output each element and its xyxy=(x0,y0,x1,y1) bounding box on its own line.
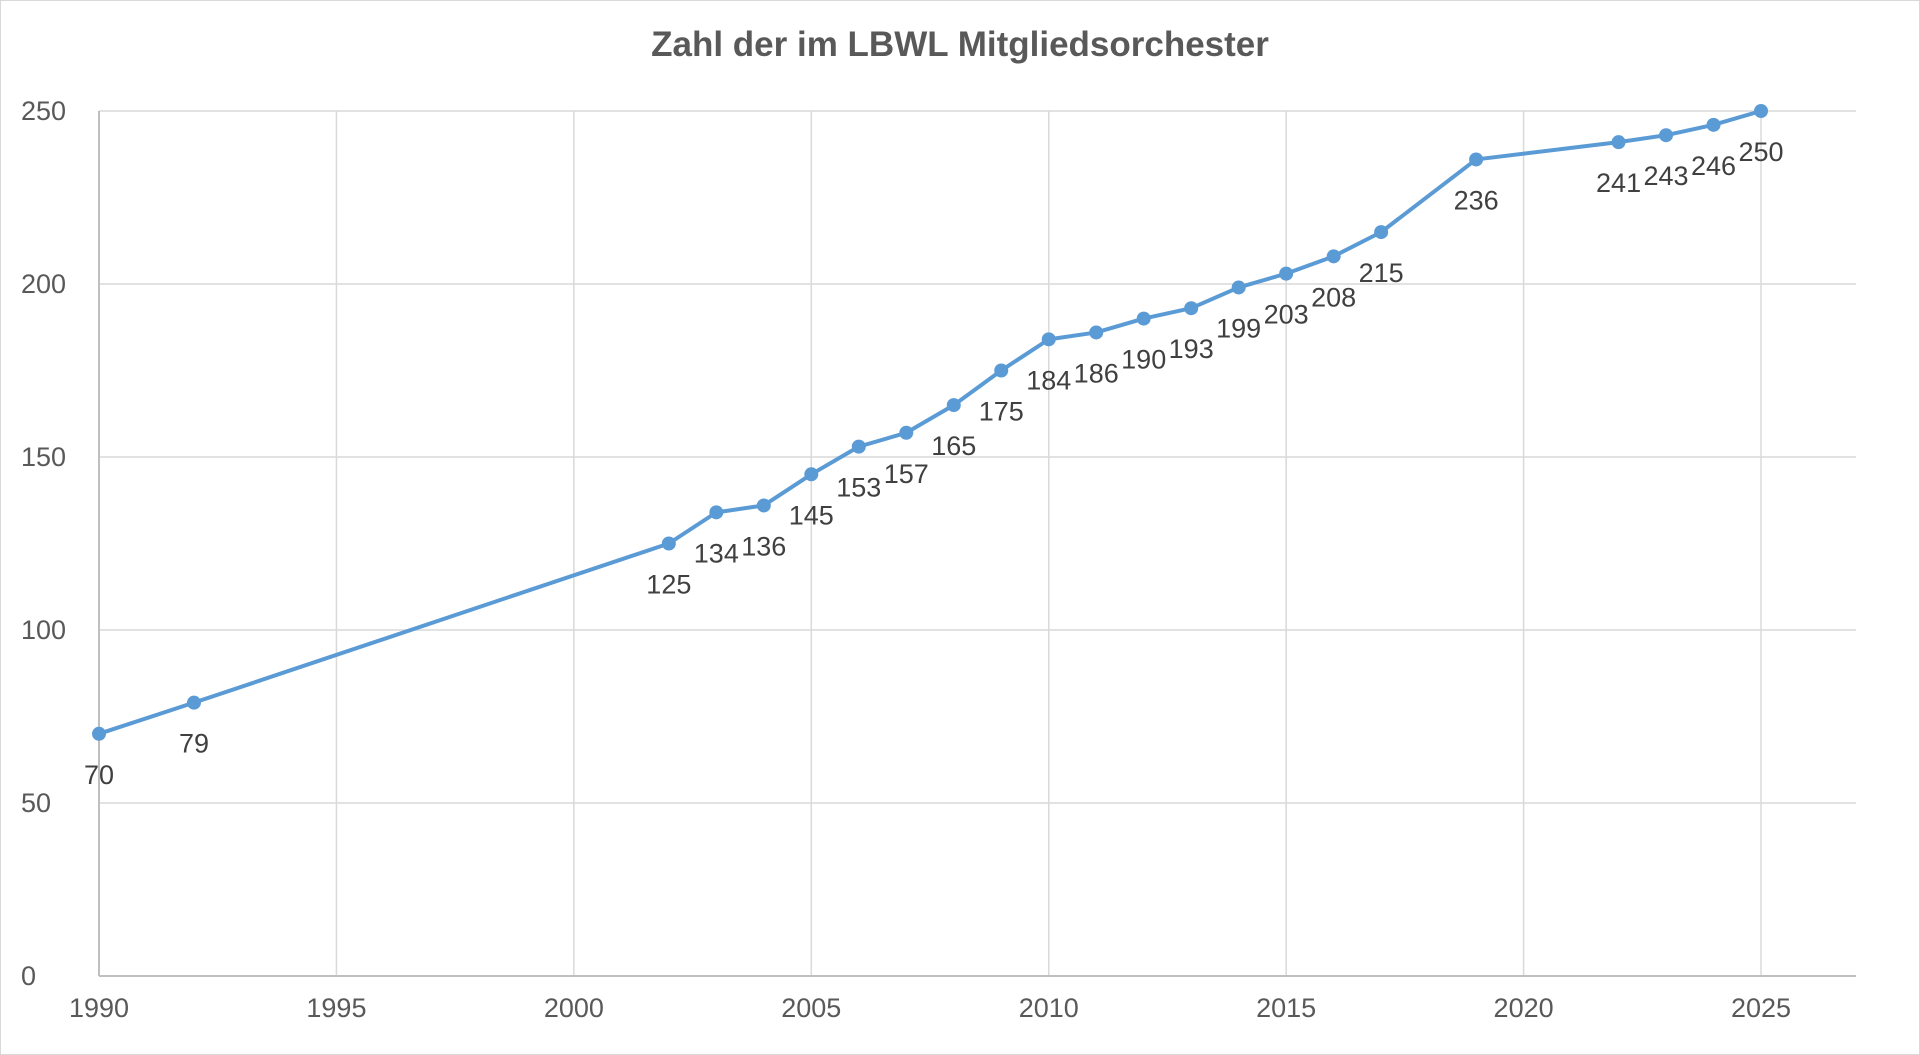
data-label: 243 xyxy=(1644,161,1689,191)
x-tick-label: 2010 xyxy=(1019,993,1079,1023)
data-point xyxy=(1089,325,1104,340)
data-point xyxy=(1279,266,1294,281)
y-tick-label: 100 xyxy=(21,615,66,645)
y-tick-label: 0 xyxy=(21,961,36,991)
data-point xyxy=(851,439,866,454)
data-point xyxy=(1326,249,1341,264)
data-label: 125 xyxy=(646,570,691,600)
data-point xyxy=(1231,280,1246,295)
data-point xyxy=(1659,128,1674,143)
data-point xyxy=(804,467,819,482)
x-tick-label: 1990 xyxy=(69,993,129,1023)
data-point xyxy=(1374,225,1389,240)
data-point xyxy=(1136,311,1151,326)
axis-layer: 0 50 100 150 200 250 1990 1995 2000 2005 2010 2015 2… xyxy=(21,96,1856,1023)
y-tick-label: 150 xyxy=(21,442,66,472)
data-label: 165 xyxy=(931,431,976,461)
y-tick-label: 50 xyxy=(21,788,51,818)
data-label: 134 xyxy=(694,538,739,568)
data-point xyxy=(709,505,724,520)
grid-layer xyxy=(99,110,1856,976)
data-point xyxy=(1706,117,1721,132)
data-label: 236 xyxy=(1454,185,1499,215)
data-label: 184 xyxy=(1026,365,1071,395)
data-point xyxy=(899,425,914,440)
data-point xyxy=(946,398,961,413)
data-point xyxy=(92,726,106,741)
data-label: 190 xyxy=(1121,345,1166,375)
data-label: 246 xyxy=(1691,151,1736,181)
x-tick-label: 2000 xyxy=(544,993,604,1023)
x-tick-label: 2025 xyxy=(1731,993,1791,1023)
data-label: 79 xyxy=(179,729,209,759)
y-tick-label: 200 xyxy=(21,269,66,299)
data-label: 215 xyxy=(1359,258,1404,288)
series-line xyxy=(98,109,1762,736)
data-point xyxy=(186,695,201,710)
data-label: 208 xyxy=(1311,282,1356,312)
data-label: 199 xyxy=(1216,313,1261,343)
data-point xyxy=(1041,332,1056,347)
x-tick-label: 2005 xyxy=(781,993,841,1023)
data-label: 157 xyxy=(884,459,929,489)
data-label: 175 xyxy=(979,397,1024,427)
data-label: 153 xyxy=(836,473,881,503)
data-point xyxy=(1754,104,1769,118)
data-label: 136 xyxy=(741,531,786,561)
data-point xyxy=(1611,135,1626,150)
data-label: 250 xyxy=(1738,137,1783,167)
series-layer xyxy=(92,104,1769,741)
x-tick-label: 2020 xyxy=(1494,993,1554,1023)
data-label: 193 xyxy=(1169,334,1214,364)
y-tick-label: 250 xyxy=(21,96,66,126)
x-tick-label: 1995 xyxy=(306,993,366,1023)
data-point xyxy=(756,498,771,513)
data-point xyxy=(1184,301,1199,316)
data-label: 241 xyxy=(1596,168,1641,198)
data-point xyxy=(661,536,676,551)
data-point xyxy=(994,363,1009,378)
x-tick-label: 2015 xyxy=(1256,993,1316,1023)
data-label: 70 xyxy=(84,760,114,790)
data-point xyxy=(1469,152,1484,167)
chart-title: Zahl der im LBWL Mitgliedsorchester xyxy=(651,25,1269,64)
data-label: 186 xyxy=(1074,358,1119,388)
data-label: 145 xyxy=(789,500,834,530)
data-label: 203 xyxy=(1264,300,1309,330)
